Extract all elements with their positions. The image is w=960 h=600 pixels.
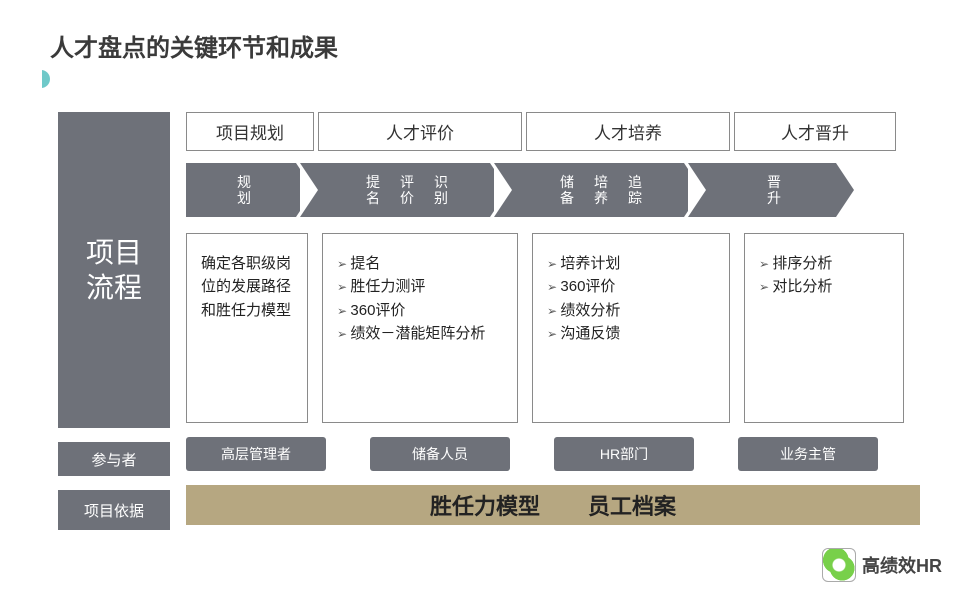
detail-text: 确定各职级岗位的发展路径和胜任力模型 bbox=[201, 252, 293, 322]
basis-item: 员工档案 bbox=[588, 489, 676, 521]
detail-row: 确定各职级岗位的发展路径和胜任力模型 提名 胜任力测评 360评价 绩效－潜能矩… bbox=[186, 233, 920, 423]
basis-item: 胜任力模型 bbox=[430, 489, 540, 521]
stage-header: 人才培养 bbox=[526, 112, 730, 151]
basis-bar: 胜任力模型 员工档案 bbox=[186, 485, 920, 525]
stage-header: 人才晋升 bbox=[734, 112, 896, 151]
participant-box: 业务主管 bbox=[738, 437, 878, 471]
stage-headers: 项目规划 人才评价 人才培养 人才晋升 bbox=[186, 112, 920, 151]
label-project-flow: 项目 流程 bbox=[58, 112, 170, 428]
accent-dot bbox=[32, 70, 50, 88]
bullet: 提名 bbox=[337, 252, 503, 275]
page-title: 人才盘点的关键环节和成果 bbox=[50, 28, 338, 63]
bullet: 排序分析 bbox=[759, 252, 889, 275]
detail-box-4: 排序分析 对比分析 bbox=[744, 233, 904, 423]
stage-header: 人才评价 bbox=[318, 112, 522, 151]
participant-box: 高层管理者 bbox=[186, 437, 326, 471]
bullet: 360评价 bbox=[547, 275, 715, 298]
chevron-stage-3: 储备 培养 追踪 bbox=[494, 163, 684, 217]
detail-box-2: 提名 胜任力测评 360评价 绩效－潜能矩阵分析 bbox=[322, 233, 518, 423]
left-column: 项目 流程 参与者 项目依据 bbox=[58, 112, 170, 530]
participant-box: 储备人员 bbox=[370, 437, 510, 471]
watermark-text: 高绩效HR bbox=[862, 552, 942, 578]
stage-header: 项目规划 bbox=[186, 112, 314, 151]
participant-box: HR部门 bbox=[554, 437, 694, 471]
bullet: 培养计划 bbox=[547, 252, 715, 275]
detail-box-3: 培养计划 360评价 绩效分析 沟通反馈 bbox=[532, 233, 730, 423]
label-participants: 参与者 bbox=[58, 442, 170, 476]
bullet: 对比分析 bbox=[759, 275, 889, 298]
detail-box-1: 确定各职级岗位的发展路径和胜任力模型 bbox=[186, 233, 308, 423]
wechat-icon bbox=[822, 548, 856, 582]
participants-row: 高层管理者 储备人员 HR部门 业务主管 bbox=[186, 437, 920, 471]
chevron-stage-2: 提名 评价 识别 bbox=[300, 163, 490, 217]
bullet: 沟通反馈 bbox=[547, 322, 715, 345]
chevron-row: 规划 提名 评价 识别 储备 培养 追踪 晋升 bbox=[186, 163, 920, 217]
bullet: 360评价 bbox=[337, 299, 503, 322]
chevron-stage-1: 规划 bbox=[186, 163, 296, 217]
chevron-stage-4: 晋升 bbox=[688, 163, 836, 217]
label-basis: 项目依据 bbox=[58, 490, 170, 530]
bullet: 绩效分析 bbox=[547, 299, 715, 322]
bullet: 胜任力测评 bbox=[337, 275, 503, 298]
watermark: 高绩效HR bbox=[822, 548, 942, 582]
bullet: 绩效－潜能矩阵分析 bbox=[337, 322, 503, 345]
